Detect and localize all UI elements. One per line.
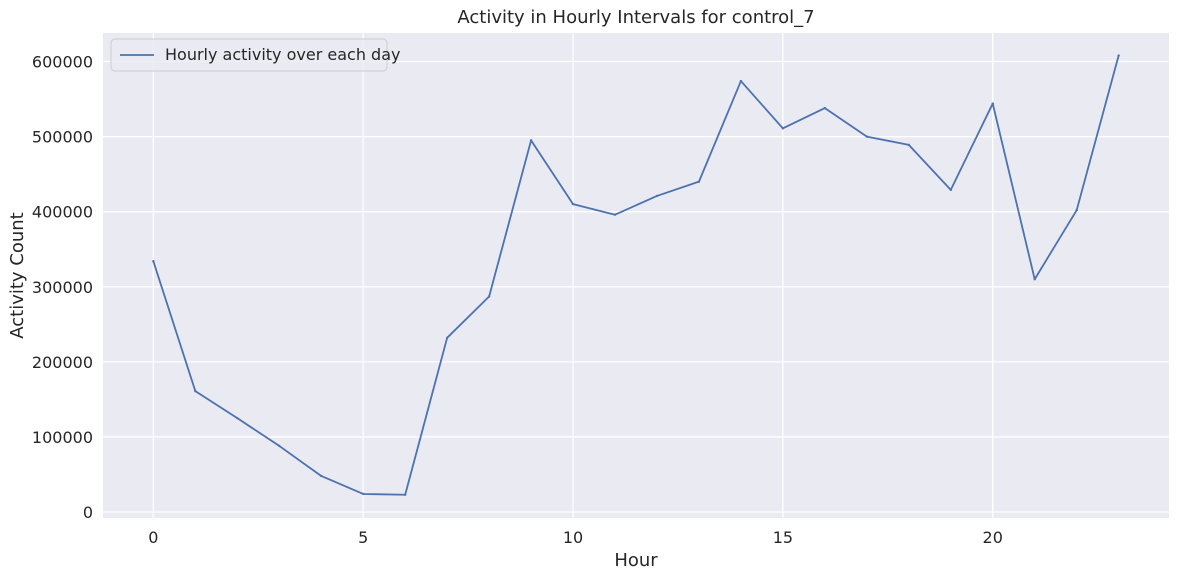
data-point: [907, 143, 910, 147]
data-point: [236, 416, 239, 420]
data-point: [529, 139, 533, 142]
data-point: [781, 127, 785, 130]
y-tick-label: 500000: [32, 128, 93, 147]
data-point: [949, 188, 952, 192]
legend-box: [110, 38, 388, 72]
series-layer: [152, 54, 1120, 496]
data-point: [445, 336, 449, 340]
x-tick-label: 0: [148, 528, 158, 547]
x-tick-label: 15: [773, 528, 793, 547]
x-axis-label: Hour: [614, 550, 658, 571]
plot-area: [103, 33, 1169, 518]
data-point: [1117, 54, 1120, 57]
data-point: [655, 194, 659, 198]
y-axis-ticks: 0 100000 200000 300000 400000 500000 600000: [32, 53, 93, 522]
y-tick-label: 600000: [32, 53, 93, 72]
data-point: [571, 202, 575, 206]
data-point: [487, 295, 491, 298]
data-point: [823, 106, 827, 110]
y-tick-label: 300000: [32, 278, 93, 297]
y-tick-label: 0: [83, 503, 93, 522]
x-tick-label: 20: [983, 528, 1003, 547]
data-point: [991, 102, 994, 105]
chart-title: Activity in Hourly Intervals for control…: [457, 7, 814, 28]
y-tick-label: 100000: [32, 428, 93, 447]
data-point: [362, 492, 365, 496]
series-line: [152, 54, 1120, 496]
data-point: [1075, 208, 1078, 212]
data-point: [194, 389, 197, 393]
y-tick-label: 400000: [32, 203, 93, 222]
data-point: [278, 444, 281, 448]
data-point: [697, 180, 701, 183]
data-point: [739, 79, 743, 83]
x-tick-label: 10: [563, 528, 583, 547]
data-point: [403, 493, 407, 496]
data-point: [320, 474, 323, 478]
data-point: [613, 213, 617, 216]
data-point: [1033, 278, 1036, 281]
data-point: [152, 260, 155, 263]
x-tick-label: 5: [358, 528, 368, 547]
x-axis-ticks: 0 5 10 15 20: [148, 528, 1003, 547]
data-point: [865, 135, 869, 138]
y-axis-label: Activity Count: [7, 212, 28, 339]
legend: Hourly activity over each day: [110, 38, 400, 72]
y-tick-label: 200000: [32, 353, 93, 372]
legend-label: Hourly activity over each day: [165, 45, 400, 64]
